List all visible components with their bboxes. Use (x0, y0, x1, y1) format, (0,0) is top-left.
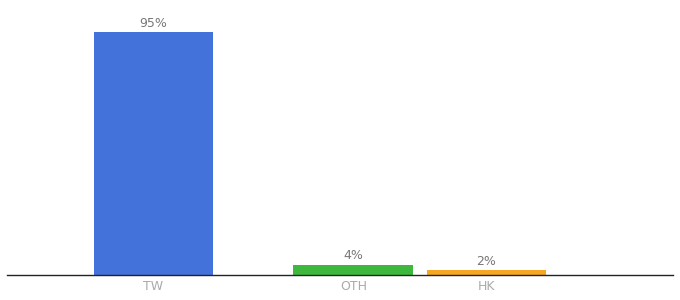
Bar (426, 270, 547, 275)
Bar (293, 265, 413, 275)
Text: 4%: 4% (343, 249, 363, 262)
Text: 95%: 95% (139, 17, 167, 30)
Text: 2%: 2% (477, 254, 496, 268)
Bar (94, 32, 214, 275)
